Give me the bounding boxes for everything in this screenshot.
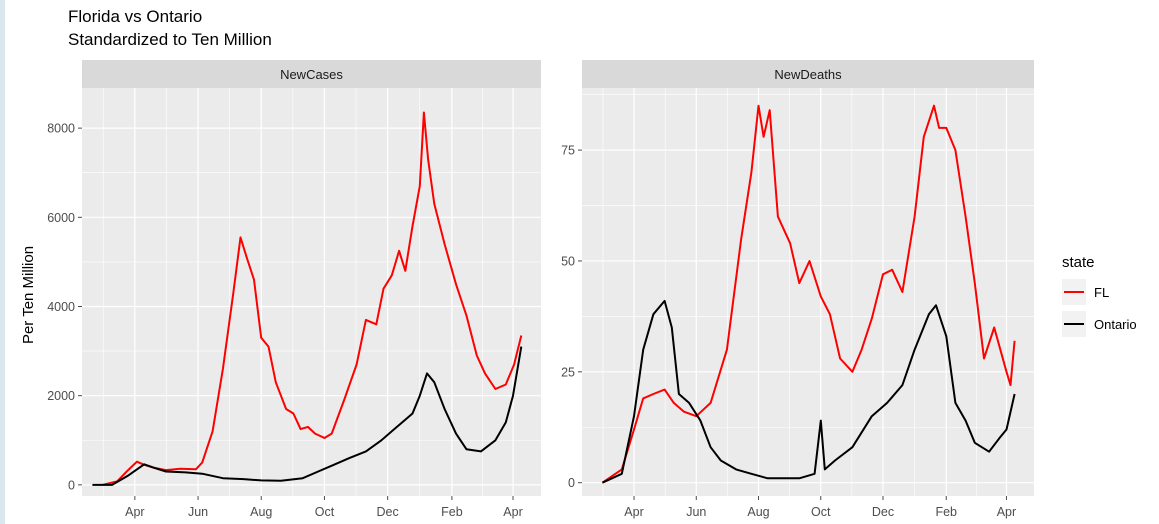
chart-title: Florida vs Ontario — [68, 7, 202, 26]
x-tick-label: Feb — [935, 505, 957, 519]
y-tick-label: 0 — [568, 476, 575, 490]
y-tick-label: 75 — [561, 144, 575, 158]
panel-newdeaths: NewDeaths 0 25 50 75 Apr Jun Aug Oct Dec Feb Apr — [561, 60, 1034, 519]
x-tick-label: Apr — [503, 505, 522, 519]
y-tick-label: 2000 — [47, 389, 75, 403]
y-tick-label: 8000 — [47, 122, 75, 136]
y-tick-label: 0 — [68, 478, 75, 492]
legend-label-fl: FL — [1094, 285, 1109, 300]
facet-strip-label-newcases: NewCases — [280, 67, 343, 82]
x-tick-label: Oct — [315, 505, 335, 519]
x-tick-label: Apr — [624, 505, 643, 519]
window-edge — [0, 0, 5, 524]
x-tick-label: Aug — [250, 505, 272, 519]
facet-strip-newdeaths — [582, 60, 1034, 88]
series-line-ontario-newcases — [92, 346, 523, 486]
chart-subtitle: Standardized to Ten Million — [68, 30, 272, 49]
x-tick-label: Feb — [441, 505, 463, 519]
y-axis-title: Per Ten Million — [20, 246, 37, 344]
y-tick-label: 25 — [561, 365, 575, 379]
facet-strip-newcases — [82, 60, 541, 88]
x-tick-label: Jun — [686, 505, 706, 519]
x-tick-label: Jun — [188, 505, 208, 519]
y-tick-label: 50 — [561, 254, 575, 268]
x-tick-label: Aug — [747, 505, 769, 519]
legend-title: state — [1062, 254, 1095, 271]
series-line-ontario-newdeaths — [601, 299, 1016, 484]
series-line-fl-newcases — [102, 111, 523, 486]
x-tick-label: Dec — [872, 505, 894, 519]
x-tick-label: Dec — [377, 505, 399, 519]
panel-newcases: NewCases 0 2000 4000 6000 8000 Apr Jun Aug Oct Dec… — [47, 60, 541, 519]
y-tick-label: 4000 — [47, 300, 75, 314]
panels: NewCases 0 2000 4000 6000 8000 Apr Jun Aug Oct Dec… — [47, 60, 1034, 519]
x-tick-label: Apr — [997, 505, 1016, 519]
legend: state FL Ontario — [1062, 254, 1137, 337]
x-tick-label: Apr — [125, 505, 144, 519]
panel-background — [582, 88, 1034, 496]
legend-label-ontario: Ontario — [1094, 317, 1137, 332]
x-tick-label: Oct — [811, 505, 831, 519]
panel-background — [82, 88, 541, 496]
facet-strip-label-newdeaths: NewDeaths — [774, 67, 842, 82]
y-tick-label: 6000 — [47, 211, 75, 225]
series-line-fl-newdeaths — [601, 104, 1016, 484]
